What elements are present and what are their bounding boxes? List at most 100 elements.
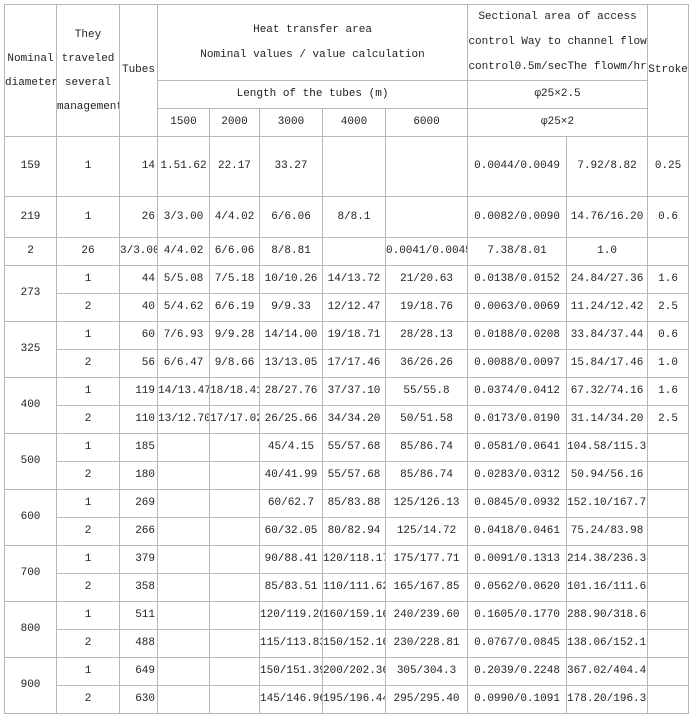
data-cell: [384, 136, 469, 197]
header-line: control Way to channel flow: [468, 36, 647, 48]
data-cell: 2: [56, 685, 120, 714]
data-cell: 26/25.66: [259, 405, 323, 434]
data-cell: 26: [56, 237, 120, 266]
data-cell: 2: [56, 461, 120, 490]
data-row: 2 180 40/41.99 55/57.68 85/86.74 0.0283/0.031…: [5, 461, 690, 490]
data-cell: 31.14/34.20: [566, 405, 649, 434]
header-cell: Tubes: [119, 4, 158, 137]
data-cell: 0.0581/0.0641: [467, 433, 568, 462]
header-cell: 1500: [157, 108, 210, 137]
data-cell: 6/6.19: [209, 293, 260, 322]
data-cell: 22.17: [209, 136, 260, 197]
data-cell: 125/126.13: [384, 489, 469, 518]
data-cell: 0.0845/0.0932: [467, 489, 568, 518]
data-cell: 1: [56, 601, 120, 630]
data-cell: 1.0: [566, 237, 649, 266]
data-cell: 150/151.39: [259, 657, 323, 686]
data-cell: 14/13.47: [157, 377, 210, 406]
data-cell: 55/57.68: [322, 433, 386, 462]
data-cell: 0.1605/0.1770: [467, 601, 568, 630]
header-row: Nominal diameter They traveled several m…: [4, 4, 690, 137]
diameter-cell: 400: [4, 377, 57, 434]
data-cell: 44: [119, 265, 158, 294]
data-cell: [157, 517, 210, 546]
data-row: 2 630 145/146.96 195/196.44 295/295.40 0.0990…: [5, 685, 690, 714]
data-cell: [647, 601, 690, 630]
data-cell: 1: [56, 136, 120, 197]
data-cell: [209, 433, 260, 462]
data-cell: [209, 461, 260, 490]
data-cell: 511: [119, 601, 158, 630]
data-row: 800 1 511 120/119.20 160/159.16 240/239.60 0.1…: [4, 601, 690, 658]
data-cell: 33.84/37.44: [566, 321, 649, 350]
data-cell: 13/12.70: [157, 405, 210, 434]
data-cell: [157, 573, 210, 602]
data-cell: 0.0138/0.0152: [467, 265, 568, 294]
data-cell: [647, 573, 690, 602]
data-cell: 115/113.83: [259, 629, 323, 658]
diameter-cell: 600: [4, 489, 57, 546]
data-cell: 2: [56, 293, 120, 322]
data-cell: [209, 573, 260, 602]
data-cell: 85/86.74: [384, 461, 469, 490]
data-cell: 1: [56, 489, 120, 518]
data-cell: 1: [56, 657, 120, 686]
data-row: 2 26 3/3.00 4/4.02 6/6.06 8/8.81 0.0041/0.0045…: [4, 237, 690, 266]
data-cell: 649: [119, 657, 158, 686]
header-row: Length of the tubes (m) φ25×2.5: [5, 80, 689, 109]
data-cell: [647, 629, 690, 658]
data-row: 2 40 5/4.62 6/6.19 9/9.33 12/12.47 19/18.76 0.0…: [5, 293, 690, 322]
data-cell: 55/55.8: [384, 377, 469, 406]
data-cell: 5/5.08: [157, 265, 210, 294]
data-cell: 1: [56, 545, 120, 574]
data-row: 273 1 44 5/5.08 7/5.18 10/10.26 14/13.72 21/20.…: [4, 265, 690, 322]
data-cell: 1: [56, 377, 120, 406]
header-cell: 4000: [322, 108, 386, 137]
data-cell: [157, 657, 210, 686]
data-cell: 358: [119, 573, 158, 602]
data-cell: 125/14.72: [384, 517, 469, 546]
data-row: 600 1 269 60/62.7 85/83.88 125/126.13 0.0845/0…: [4, 489, 690, 546]
data-cell: 17/17.46: [322, 349, 386, 378]
data-cell: 26: [119, 196, 158, 238]
data-cell: [322, 237, 386, 266]
data-cell: 180: [119, 461, 158, 490]
data-cell: 104.58/115.38: [566, 433, 649, 462]
diameter-cell: 500: [4, 433, 57, 490]
data-cell: 1: [56, 433, 120, 462]
data-cell: 12/12.47: [322, 293, 386, 322]
diameter-cell: 2: [4, 237, 57, 266]
data-cell: 367.02/404.46: [566, 657, 649, 686]
data-cell: 3/3.00: [157, 196, 210, 238]
data-cell: 110: [119, 405, 158, 434]
data-cell: 8/8.1: [322, 196, 386, 238]
data-cell: [157, 685, 210, 714]
diameter-cell: 700: [4, 545, 57, 602]
data-row: 2 358 85/83.51 110/111.62 165/167.85 0.0562/0…: [5, 573, 690, 602]
data-cell: 138.06/152.10: [566, 629, 649, 658]
data-cell: 13/13.05: [259, 349, 323, 378]
header-cell: φ25×2.5: [467, 80, 649, 109]
data-cell: 150/152.16: [322, 629, 386, 658]
data-cell: 7.38/8.01: [467, 237, 568, 266]
data-cell: 0.25: [647, 136, 690, 197]
header-line: Heat transfer area: [253, 23, 372, 36]
data-row: 400 1 119 14/13.47 18/18.41 28/27.76 37/37.10 5…: [4, 377, 690, 434]
data-cell: 214.38/236.34: [566, 545, 649, 574]
data-cell: 14: [119, 136, 158, 197]
data-cell: 36/26.26: [384, 349, 469, 378]
data-row: 2 56 6/6.47 9/8.66 13/13.05 17/17.46 36/26.26 0…: [5, 349, 690, 378]
data-cell: 9/9.33: [259, 293, 323, 322]
data-cell: 110/111.62: [322, 573, 386, 602]
data-cell: 1: [56, 321, 120, 350]
data-cell: 28/28.13: [384, 321, 469, 350]
data-cell: 3/3.00: [119, 237, 158, 266]
diameter-cell: 159: [4, 136, 57, 197]
data-cell: 0.2039/0.2248: [467, 657, 568, 686]
data-cell: 8/8.81: [259, 237, 323, 266]
data-cell: 10/10.26: [259, 265, 323, 294]
data-cell: [157, 629, 210, 658]
data-cell: 60/32.05: [259, 517, 323, 546]
data-cell: [384, 196, 469, 238]
data-cell: [209, 489, 260, 518]
